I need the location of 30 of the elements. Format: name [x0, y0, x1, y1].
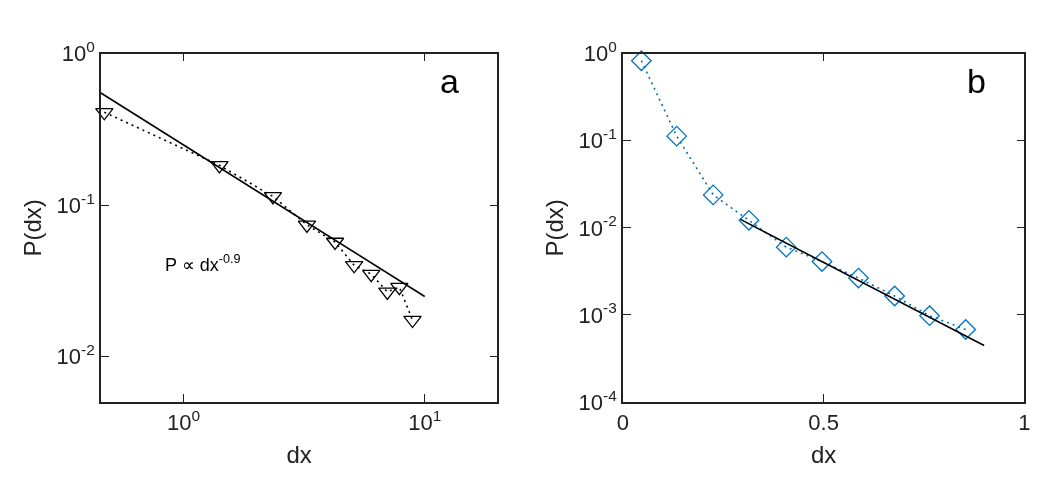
- x-tick-label: 10$^{1}$: [408, 406, 442, 436]
- annotation: P ∝ dx$^{-0.9}$: [165, 252, 241, 275]
- point: [919, 305, 940, 327]
- point: [884, 285, 906, 307]
- point: [811, 251, 833, 272]
- x-axis-title: dx: [810, 440, 837, 468]
- x-tick-label: 0.5: [808, 410, 839, 436]
- x-tick-label: 1: [1018, 410, 1031, 436]
- y-tick-label: 10$^{-3}$: [578, 299, 617, 328]
- point: [702, 184, 724, 206]
- chart-title: a: [440, 62, 459, 100]
- x-tick-label: 10$^{0}$: [166, 406, 200, 436]
- y-axis-title: P(dx): [19, 199, 47, 257]
- x-axis-title: dx: [286, 440, 312, 468]
- y-tick-label: 10$^{-1}$: [578, 125, 617, 154]
- y-tick-label: 10$^{-2}$: [56, 340, 95, 370]
- y-tick-label: 10$^{-4}$: [578, 386, 618, 415]
- point: [955, 319, 977, 340]
- y-tick-label: 10$^{0}$: [61, 38, 95, 67]
- y-tick-label: 10$^{-1}$: [56, 189, 95, 218]
- point: [630, 50, 652, 72]
- y-axis-title: P(dx): [541, 199, 569, 257]
- point: [775, 236, 797, 258]
- y-tick-label: 10$^{0}$: [583, 38, 617, 67]
- y-tick-label: 10$^{-2}$: [578, 212, 617, 241]
- point: [848, 267, 869, 289]
- point: [666, 125, 688, 147]
- chart-title: b: [967, 62, 986, 100]
- point: [738, 209, 760, 231]
- x-tick-label: 0: [616, 410, 630, 436]
